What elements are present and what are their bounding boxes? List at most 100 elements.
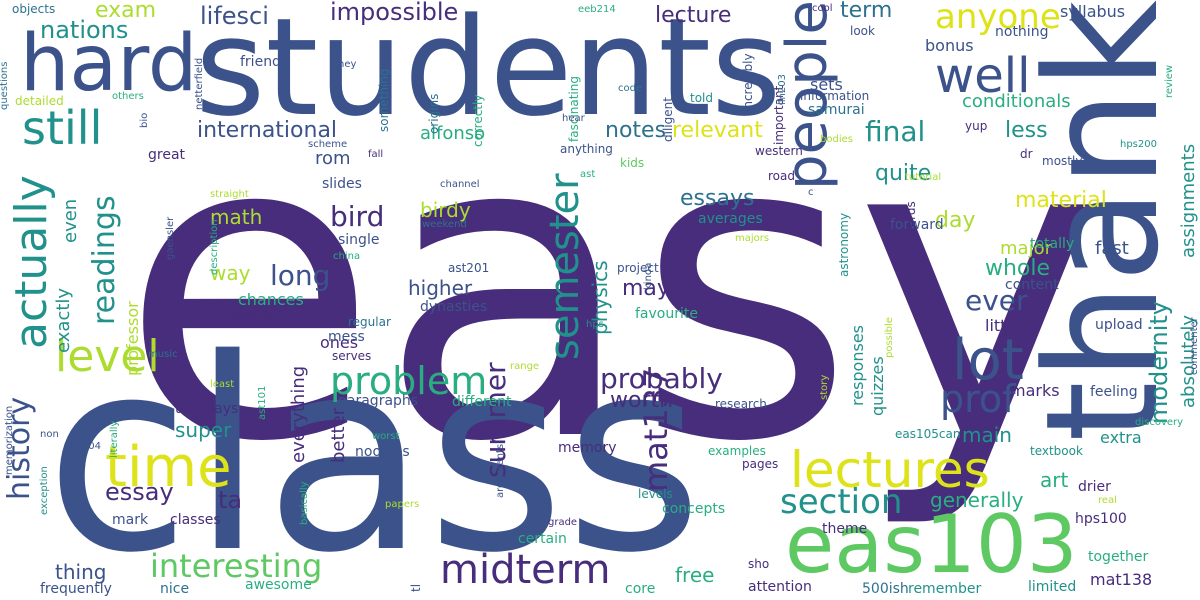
cloud-word: feeling	[1090, 384, 1138, 400]
cloud-word: level	[55, 331, 160, 382]
cloud-word: upload	[1095, 317, 1143, 333]
cloud-word: maybe	[622, 276, 698, 301]
cloud-word: basically	[299, 481, 310, 525]
cloud-word: bio	[139, 112, 150, 128]
cloud-word: impossible	[330, 0, 459, 26]
cloud-word: essay	[105, 478, 174, 506]
cloud-word: fascinating	[567, 76, 581, 142]
cloud-word: drier	[1078, 479, 1111, 495]
cloud-word: examples	[708, 444, 766, 458]
cloud-word: thing	[55, 560, 107, 584]
cloud-word: words	[904, 201, 918, 237]
cloud-word: problem	[330, 359, 488, 403]
cloud-word: single	[338, 232, 380, 248]
cloud-word: nice	[160, 581, 190, 597]
cloud-word: everything	[288, 365, 309, 463]
cloud-word: mat138	[1090, 570, 1153, 589]
cloud-word: detailed	[15, 94, 64, 108]
cloud-word: bonus	[925, 36, 974, 55]
cloud-word: syllabus	[1060, 2, 1126, 21]
cloud-word: frequently	[40, 581, 112, 597]
cloud-word: midterm	[440, 547, 611, 593]
cloud-word: extra	[1100, 428, 1142, 447]
cloud-word: assignments	[1178, 143, 1199, 258]
cloud-word: dr	[1020, 147, 1033, 161]
cloud-word: classes	[170, 512, 221, 528]
cloud-word: bird	[330, 200, 385, 233]
cloud-word: samurai	[808, 102, 865, 118]
cloud-word: friends	[240, 54, 289, 70]
cloud-word: project	[617, 261, 659, 275]
cloud-word: way	[210, 261, 251, 285]
cloud-word: day	[935, 208, 976, 233]
cloud-word: notes	[605, 118, 667, 143]
cloud-word: higher	[408, 276, 473, 300]
cloud-word: netterfield	[194, 57, 205, 110]
cloud-word: bodies	[820, 134, 853, 145]
cloud-word: content	[1005, 277, 1059, 293]
cloud-word: c	[808, 187, 814, 198]
cloud-word: scheme	[308, 139, 348, 150]
cloud-word: tuesdays	[175, 401, 239, 417]
cloud-word: class	[45, 303, 703, 600]
cloud-word: quite	[875, 161, 932, 186]
cloud-word: discovery	[1135, 417, 1184, 428]
cloud-word: commenter	[1189, 317, 1200, 375]
cloud-word: incredibly	[741, 53, 755, 112]
cloud-word: section	[780, 482, 903, 522]
cloud-word: description	[209, 219, 220, 275]
cloud-word: chances	[238, 290, 304, 309]
cloud-word: term	[840, 0, 893, 23]
cloud-word: modernity	[1145, 301, 1173, 424]
cloud-word: fall	[368, 149, 384, 160]
cloud-word: core	[625, 581, 656, 597]
cloud-word: hps100	[1075, 511, 1127, 527]
cloud-word: hard	[20, 19, 198, 109]
cloud-word: information	[800, 89, 870, 103]
cloud-word: gaensler	[165, 216, 176, 260]
cloud-word: semester	[542, 173, 588, 360]
cloud-word: noodles	[355, 444, 410, 460]
cloud-word: probably	[600, 362, 723, 395]
cloud-word: still	[22, 101, 103, 155]
cloud-word: levels	[638, 487, 673, 501]
cloud-word: interesting	[150, 547, 323, 585]
cloud-word: arguments	[495, 443, 506, 498]
cloud-word: remember	[908, 581, 982, 597]
cloud-word: math	[210, 205, 263, 229]
cloud-word: nothing	[995, 24, 1049, 40]
cloud-word: main	[962, 423, 1012, 447]
cloud-word: pages	[742, 457, 779, 471]
cloud-word: look	[850, 24, 875, 38]
cloud-word: review	[1164, 64, 1175, 98]
cloud-word: international	[197, 118, 338, 143]
cloud-word: worst	[372, 431, 400, 442]
cloud-word: memory	[558, 440, 617, 456]
cloud-word: hey	[338, 59, 357, 70]
cloud-word: slides	[322, 176, 362, 192]
cloud-word: tutorials	[225, 306, 283, 322]
cloud-word: marks	[1010, 381, 1060, 400]
cloud-word: together	[1088, 549, 1149, 565]
cloud-word: road	[768, 169, 795, 183]
cloud-word: code	[618, 83, 643, 94]
cloud-word: ast	[580, 169, 596, 180]
cloud-word: correctly	[471, 94, 485, 147]
cloud-word: mark	[112, 512, 149, 528]
cloud-word: art	[1040, 468, 1069, 492]
cloud-word: told	[690, 91, 713, 105]
cloud-word: astronomy	[837, 212, 851, 277]
cloud-word: theme	[822, 521, 868, 537]
cloud-word: music	[148, 349, 178, 360]
cloud-word: anything	[560, 142, 613, 156]
cloud-word: memorization	[4, 405, 15, 475]
cloud-word: papers	[385, 499, 420, 510]
cloud-word: certain	[518, 531, 567, 547]
cloud-word: china	[333, 251, 361, 262]
cloud-word: kids	[620, 156, 645, 170]
cloud-word: cool	[812, 3, 833, 14]
cloud-word: possible	[884, 317, 895, 358]
cloud-word: less	[1005, 118, 1048, 143]
cloud-word: final	[865, 115, 926, 148]
